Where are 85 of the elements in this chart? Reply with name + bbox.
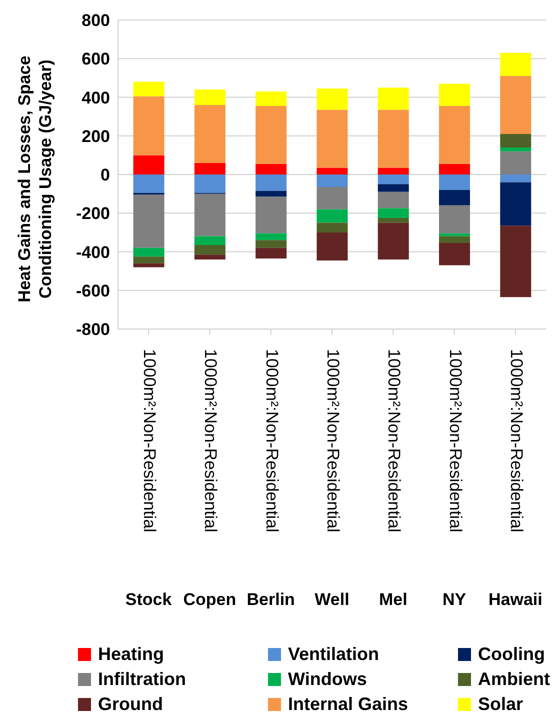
legend-label: Cooling (478, 644, 545, 665)
y-tick-label: 0 (100, 166, 110, 185)
bar (439, 236, 470, 244)
bar (194, 104, 226, 163)
bar (439, 84, 470, 106)
legend-label: Windows (288, 669, 367, 690)
bar (316, 110, 348, 168)
bar (316, 187, 348, 210)
bar (256, 164, 287, 174)
bar (316, 174, 348, 188)
bar (256, 233, 287, 240)
bar (194, 90, 226, 105)
legend-label: Ground (98, 694, 163, 715)
y-tick-label: 200 (82, 126, 110, 146)
bar (194, 162, 226, 174)
bar (439, 233, 470, 236)
y-tick-label: 600 (82, 50, 110, 69)
bar (439, 205, 470, 234)
bar (194, 236, 226, 245)
bar (378, 168, 409, 174)
category-label: 1000m²:Non-Residential Berlin (246, 349, 295, 609)
bar (378, 208, 409, 218)
category-label: 1000m²:Non-Residential Copen (183, 349, 236, 609)
bar (439, 164, 470, 174)
bar (500, 151, 532, 174)
bar (439, 174, 470, 190)
bar (256, 190, 287, 197)
y-tick-label: -200 (76, 204, 110, 224)
y-tick-label: 400 (82, 88, 110, 108)
bar (194, 254, 226, 260)
bar (133, 256, 164, 264)
category-label: 1000m²:Non-Residential NY (442, 349, 466, 609)
bar (133, 174, 164, 193)
bar (439, 243, 470, 266)
bar (133, 96, 164, 156)
legend-label: Solar (478, 694, 524, 715)
legend-label: Heating (98, 644, 164, 665)
bar (500, 174, 532, 182)
bar (378, 192, 409, 208)
legend-label: Infiltration (98, 669, 186, 690)
bar (316, 222, 348, 232)
bar (133, 155, 164, 174)
bar (378, 222, 409, 260)
bar (133, 82, 164, 96)
bar (500, 134, 532, 148)
bar (500, 226, 532, 298)
y-tick-label: -600 (76, 281, 110, 300)
category-label: 1000m²:Non-Residential Mel (378, 349, 408, 609)
bar (194, 174, 226, 193)
bar (256, 174, 287, 191)
legend-label: Ventilation (288, 644, 380, 665)
bar (256, 196, 287, 234)
bar (256, 240, 287, 248)
bar (256, 106, 287, 164)
bar (500, 76, 532, 134)
category-label: 1000m²:Non-Residential Well (314, 349, 350, 609)
category-label: 1000m²:Non-Residential Stock (125, 349, 172, 609)
bar (133, 194, 164, 248)
bar (500, 182, 532, 226)
bar (316, 232, 348, 260)
bar (194, 244, 226, 255)
bar (378, 110, 409, 168)
bar (378, 88, 409, 110)
bar (378, 184, 409, 192)
bar (378, 174, 409, 184)
bar (316, 209, 348, 223)
legend-label: Internal Gains (288, 694, 408, 715)
bar (133, 248, 164, 257)
bar (439, 106, 470, 164)
bar (500, 147, 532, 152)
y-tick-label: 800 (82, 11, 110, 30)
bar (500, 52, 532, 76)
bar (378, 218, 409, 223)
legend-label: Ambient (478, 669, 550, 690)
category-label: 1000m²:Non-Residential Hawaii (488, 349, 542, 609)
y-axis-title: Heat Gains and Losses, Space Conditioning Usage (GJ/year) (14, 54, 56, 304)
bar (256, 91, 287, 106)
y-tick-label: -400 (76, 242, 110, 262)
bar (316, 88, 348, 110)
bar (439, 190, 470, 206)
bar (133, 263, 164, 268)
bar (256, 248, 287, 259)
y-tick-label: -800 (76, 320, 110, 340)
bar (316, 168, 348, 174)
bar (194, 194, 226, 236)
